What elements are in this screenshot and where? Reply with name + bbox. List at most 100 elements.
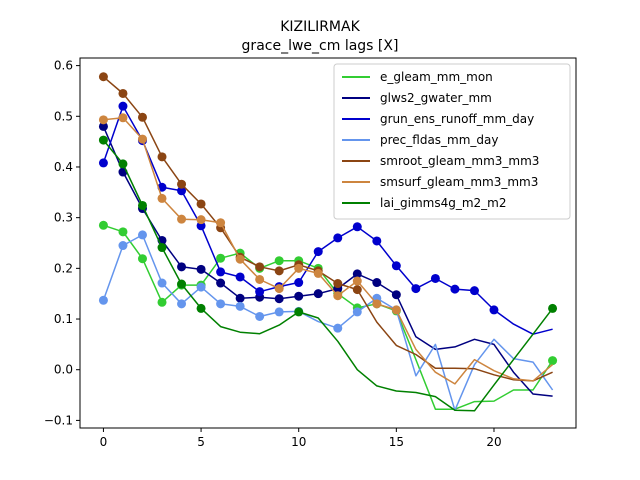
- data-point: [177, 262, 187, 272]
- data-point: [216, 267, 226, 277]
- data-point: [294, 278, 304, 288]
- chart-subtitle: grace_lwe_cm lags [X]: [242, 38, 399, 54]
- x-tick-label: 10: [291, 435, 306, 449]
- legend-label: lai_gimms4g_m2_m2: [380, 196, 507, 210]
- data-point: [137, 200, 147, 210]
- data-point: [274, 294, 284, 304]
- data-point: [177, 299, 187, 309]
- data-point: [157, 297, 167, 307]
- data-point: [98, 295, 108, 305]
- data-point: [177, 279, 187, 289]
- data-point: [118, 227, 128, 237]
- data-point: [274, 284, 284, 294]
- data-point: [157, 243, 167, 253]
- data-point: [177, 214, 187, 224]
- data-point: [255, 311, 265, 321]
- data-point: [137, 112, 147, 122]
- y-tick-label: 0.6: [54, 59, 73, 73]
- x-tick-label: 15: [389, 435, 404, 449]
- x-tick-label: 0: [100, 435, 108, 449]
- data-point: [313, 289, 323, 299]
- data-point: [255, 287, 265, 297]
- legend-label: smroot_gleam_mm3_mm3: [380, 154, 539, 168]
- data-point: [196, 199, 206, 209]
- data-point: [98, 121, 108, 131]
- y-tick-label: 0.1: [54, 312, 73, 326]
- data-point: [548, 356, 558, 366]
- data-point: [450, 284, 460, 294]
- data-point: [274, 266, 284, 276]
- data-point: [333, 233, 343, 243]
- chart-title: KIZILIRMAK: [280, 19, 360, 35]
- series-lai_gimms4g_m2_m2: [98, 135, 558, 412]
- data-point: [548, 303, 558, 313]
- data-point: [196, 282, 206, 292]
- data-point: [274, 256, 284, 266]
- data-point: [411, 284, 421, 294]
- data-point: [177, 186, 187, 196]
- data-point: [235, 301, 245, 311]
- data-point: [391, 290, 401, 300]
- data-point: [157, 193, 167, 203]
- data-point: [255, 274, 265, 284]
- data-point: [98, 115, 108, 125]
- data-point: [313, 247, 323, 257]
- axes-layer: 0 5 10 15 20 −0.1 0.0 0.1 0.2 0.3 0.4 0.5 0.6: [44, 59, 502, 449]
- data-point: [196, 303, 206, 313]
- data-point: [177, 179, 187, 189]
- data-point: [313, 268, 323, 278]
- legend: e_gleam_mm_mon glws2_gwater_mm grun_ens_ru…: [333, 63, 571, 220]
- data-point: [372, 299, 382, 309]
- x-tick-label: 20: [486, 435, 501, 449]
- data-point: [216, 218, 226, 228]
- data-point: [352, 222, 362, 232]
- data-point: [255, 262, 265, 272]
- data-point: [372, 278, 382, 288]
- legend-label: smsurf_gleam_mm3_mm3: [380, 175, 538, 189]
- data-point: [294, 291, 304, 301]
- data-point: [235, 293, 245, 303]
- legend-label: prec_fldas_mm_day: [380, 133, 499, 147]
- data-point: [216, 253, 226, 263]
- data-point: [391, 261, 401, 271]
- data-point: [333, 279, 343, 289]
- data-point: [294, 307, 304, 317]
- data-point: [118, 113, 128, 123]
- data-point: [137, 134, 147, 144]
- data-point: [333, 291, 343, 301]
- data-point: [137, 254, 147, 264]
- series-smsurf_gleam_mm3_mm3: [98, 113, 554, 385]
- series-line: [102, 76, 553, 382]
- legend-label: grun_ens_runoff_mm_day: [380, 112, 534, 126]
- data-point: [157, 278, 167, 288]
- data-point: [489, 305, 499, 315]
- plot-frame: [79, 57, 577, 429]
- data-point: [98, 158, 108, 168]
- data-point: [235, 254, 245, 264]
- series-layer: [98, 72, 558, 412]
- data-point: [430, 273, 440, 283]
- data-point: [391, 305, 401, 315]
- y-tick-label: 0.3: [54, 211, 73, 225]
- data-point: [352, 269, 362, 279]
- data-point: [352, 276, 362, 286]
- data-point: [196, 264, 206, 274]
- legend-label: e_gleam_mm_mon: [380, 70, 493, 84]
- data-point: [294, 263, 304, 273]
- data-point: [196, 215, 206, 225]
- series-line: [103, 117, 554, 385]
- data-point: [118, 159, 128, 169]
- data-point: [98, 72, 108, 82]
- legend-label: glws2_gwater_mm: [380, 91, 492, 105]
- series-line: [102, 126, 553, 397]
- data-point: [118, 88, 128, 98]
- data-point: [157, 152, 167, 162]
- y-tick-label: 0.0: [54, 363, 73, 377]
- data-point: [235, 272, 245, 282]
- series-line: [102, 139, 554, 412]
- series-line: [102, 234, 554, 412]
- series-prec_fldas_mm_day: [98, 230, 554, 412]
- data-point: [137, 230, 147, 240]
- data-point: [352, 285, 362, 295]
